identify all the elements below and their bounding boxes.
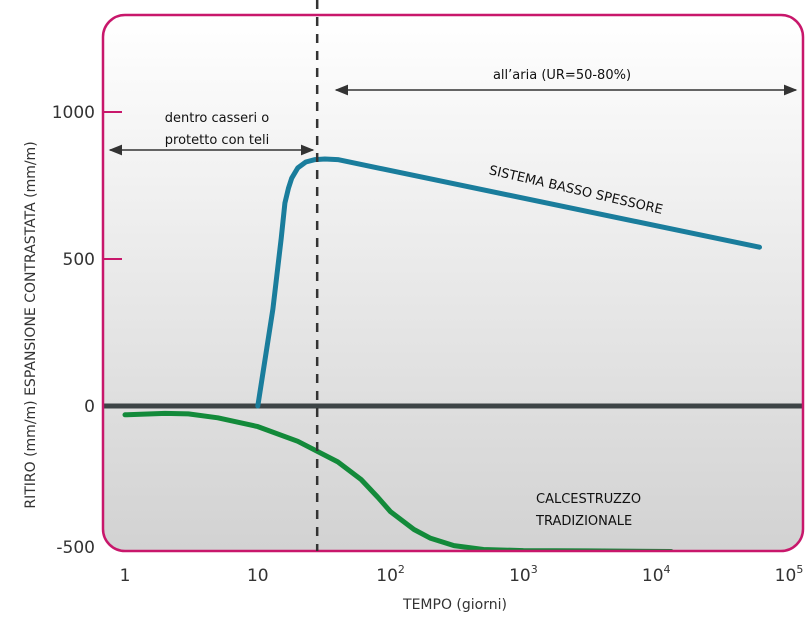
x-axis-labels: 1 10 102 103 104 105 xyxy=(120,563,804,586)
annotation-text-casseri: dentro casseri o xyxy=(165,111,269,126)
y-tick-label: -500 xyxy=(56,538,95,558)
y-axis-labels: 1000 500 0 -500 xyxy=(52,103,95,558)
x-axis-title: TEMPO (giorni) xyxy=(402,597,507,613)
x-tick-exponent: 5 xyxy=(796,563,803,576)
series-line-sistema-basso-spessore xyxy=(255,156,762,409)
x-tick-base: 10 xyxy=(247,566,269,586)
y-tick-label: 1000 xyxy=(52,103,95,123)
plot-frame xyxy=(101,13,805,553)
x-tick-label: 104 xyxy=(642,563,671,586)
plot-background xyxy=(103,15,803,551)
y-axis-title: RITIRO (mm/m) ESPANSIONE CONTRASTATA (mm… xyxy=(23,141,39,508)
x-tick-label: 102 xyxy=(376,563,405,586)
x-tick-label: 103 xyxy=(509,563,538,586)
x-tick-base: 10 xyxy=(509,566,531,586)
x-tick-base: 10 xyxy=(376,566,398,586)
annotation-text-aria: all’aria (UR=50-80%) xyxy=(493,68,631,83)
annotations: dentro casseri o protetto con teli all’ari… xyxy=(108,68,798,156)
x-tick-label: 10 xyxy=(247,566,269,586)
y-axis-ticks xyxy=(103,111,122,260)
y-tick-label: 0 xyxy=(84,397,95,417)
annotation-text-casseri: protetto con teli xyxy=(165,133,269,148)
x-tick-exponent: 3 xyxy=(531,563,538,576)
x-tick-label: 1 xyxy=(120,566,131,586)
x-tick-base: 10 xyxy=(775,566,797,586)
x-tick-label: 105 xyxy=(775,563,804,586)
x-tick-exponent: 4 xyxy=(664,563,671,576)
series-label-tradizionale-line-2: TRADIZIONALE xyxy=(535,514,632,529)
x-tick-base: 1 xyxy=(120,566,131,586)
series-label-calcestruzzo-line-1: CALCESTRUZZO xyxy=(536,492,641,507)
x-tick-exponent: 2 xyxy=(398,563,405,576)
y-tick-label: 500 xyxy=(63,250,95,270)
x-tick-base: 10 xyxy=(642,566,664,586)
